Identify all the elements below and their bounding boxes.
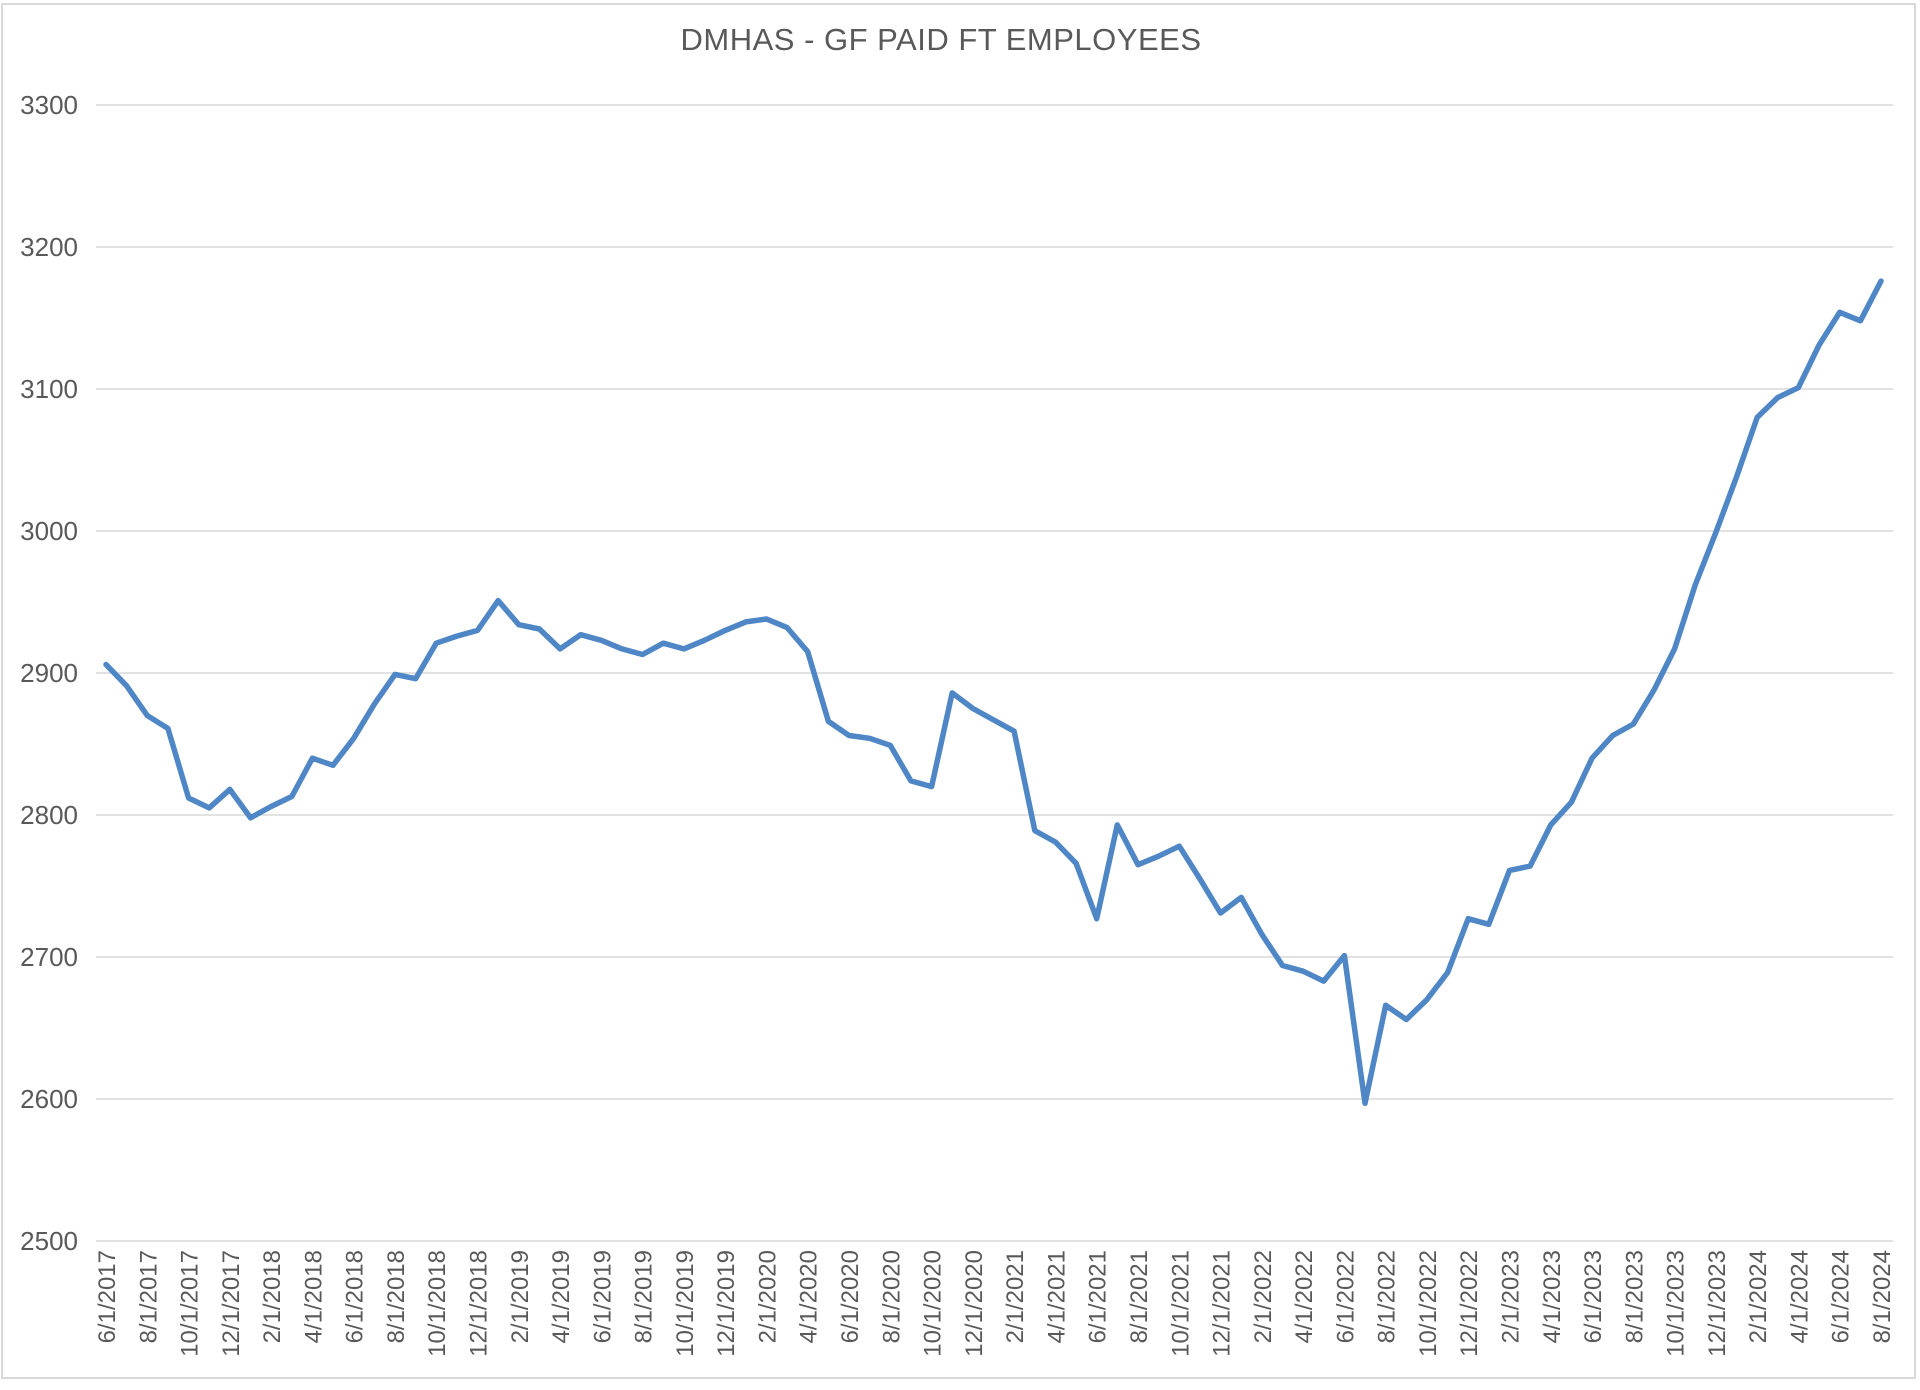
x-axis-tick-label: 12/1/2021	[1209, 1250, 1236, 1357]
x-axis-tick-label: 4/1/2018	[300, 1250, 327, 1343]
x-axis-tick-label: 8/1/2023	[1621, 1250, 1648, 1343]
x-axis-tick-label: 6/1/2024	[1828, 1250, 1855, 1343]
x-axis-tick-label: 4/1/2020	[796, 1250, 823, 1343]
x-axis-tick-label: 12/1/2023	[1704, 1250, 1731, 1357]
x-axis-tick-label: 12/1/2019	[713, 1250, 740, 1357]
x-axis-tick-label: 2/1/2020	[754, 1250, 781, 1343]
x-axis-tick-label: 2/1/2019	[507, 1250, 534, 1343]
y-axis-tick-label: 2900	[20, 658, 78, 688]
x-axis-tick-label: 10/1/2022	[1415, 1250, 1442, 1357]
x-axis-tick-label: 2/1/2022	[1250, 1250, 1277, 1343]
y-axis-tick-label: 2600	[20, 1084, 78, 1114]
x-axis-tick-label: 10/1/2019	[672, 1250, 699, 1357]
x-axis-tick-label: 4/1/2024	[1786, 1250, 1813, 1343]
x-axis-tick-label: 6/1/2018	[342, 1250, 369, 1343]
x-axis-tick-label: 6/1/2023	[1580, 1250, 1607, 1343]
x-axis-tick-label: 12/1/2018	[466, 1250, 493, 1357]
y-axis-tick-label: 2700	[20, 942, 78, 972]
x-axis-tick-label: 8/1/2022	[1374, 1250, 1401, 1343]
y-axis-tick-label: 2500	[20, 1226, 78, 1256]
y-axis-tick-label: 3200	[20, 232, 78, 262]
x-axis-tick-label: 10/1/2021	[1167, 1250, 1194, 1357]
chart-title: DMHAS - GF PAID FT EMPLOYEES	[680, 22, 1202, 57]
x-axis-tick-label: 6/1/2020	[837, 1250, 864, 1343]
x-axis-tick-label: 2/1/2021	[1002, 1250, 1029, 1343]
x-axis-tick-label: 6/1/2019	[589, 1250, 616, 1343]
x-axis-tick-label: 12/1/2022	[1456, 1250, 1483, 1357]
x-axis-tick-label: 8/1/2024	[1869, 1250, 1896, 1343]
x-axis-tick-label: 10/1/2023	[1663, 1250, 1690, 1357]
series-line-gf-paid-ft-employees	[103, 278, 1884, 1107]
x-axis-tick-label: 6/1/2017	[94, 1250, 121, 1343]
x-axis-tick-label: 10/1/2018	[424, 1250, 451, 1357]
x-axis-tick-label: 2/1/2024	[1745, 1250, 1772, 1343]
x-axis-tick-label: 4/1/2021	[1043, 1250, 1070, 1343]
x-axis-tick-label: 12/1/2017	[218, 1250, 245, 1357]
y-axis-tick-label: 3300	[20, 90, 78, 120]
x-axis-tick-label: 12/1/2020	[961, 1250, 988, 1357]
x-axis-tick-label: 8/1/2018	[383, 1250, 410, 1343]
x-axis-tick-label: 10/1/2020	[920, 1250, 947, 1357]
y-axis-tick-label: 3000	[20, 516, 78, 546]
y-axis-tick-label: 2800	[20, 800, 78, 830]
x-axis-tick-label: 8/1/2021	[1126, 1250, 1153, 1343]
x-axis-tick-label: 4/1/2022	[1291, 1250, 1318, 1343]
x-axis-tick-label: 6/1/2022	[1332, 1250, 1359, 1343]
x-axis-tick-label: 4/1/2019	[548, 1250, 575, 1343]
x-axis-tick-label: 6/1/2021	[1085, 1250, 1112, 1343]
x-axis-tick-label: 2/1/2018	[259, 1250, 286, 1343]
x-axis-tick-label: 8/1/2017	[135, 1250, 162, 1343]
x-axis-tick-label: 10/1/2017	[177, 1250, 204, 1357]
x-axis-tick-label: 2/1/2023	[1497, 1250, 1524, 1343]
chart-frame-border	[1, 3, 1916, 1379]
x-axis-tick-label: 4/1/2023	[1539, 1250, 1566, 1343]
x-axis-tick-label: 8/1/2019	[631, 1250, 658, 1343]
x-axis-tick-label: 8/1/2020	[878, 1250, 905, 1343]
y-axis-tick-label: 3100	[20, 374, 78, 404]
